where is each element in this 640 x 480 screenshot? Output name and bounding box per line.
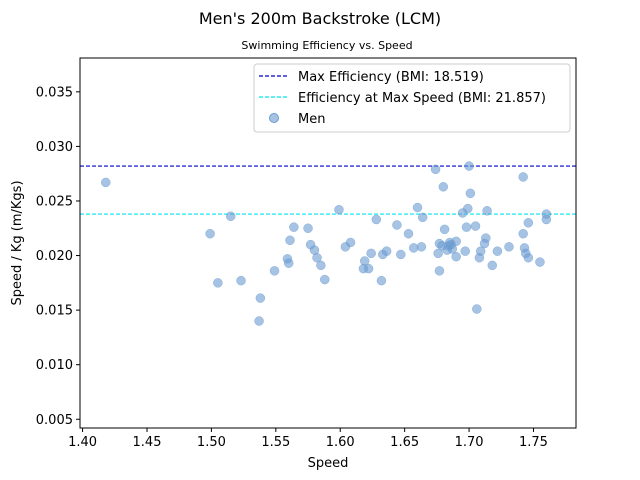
data-point	[463, 203, 473, 214]
data-point	[417, 212, 428, 223]
x-tick-label: 1.75	[519, 435, 548, 450]
data-point	[236, 275, 246, 286]
data-point	[416, 242, 427, 252]
y-tick-label: 0.020	[36, 249, 73, 264]
data-point	[451, 251, 461, 262]
x-tick-label: 1.40	[68, 435, 97, 450]
data-point	[283, 258, 294, 268]
y-axis-label: Speed / Kg (m/Kgs)	[10, 180, 25, 305]
y-tick-label: 0.010	[36, 358, 73, 373]
x-tick-label: 1.50	[197, 435, 226, 450]
data-point	[334, 204, 344, 215]
y-tick-label: 0.025	[36, 194, 73, 209]
y-tick-label: 0.015	[36, 304, 73, 319]
data-point	[482, 206, 492, 216]
data-point	[523, 252, 534, 263]
chart-title: Men's 200m Backstroke (LCM)	[199, 9, 441, 28]
data-point	[396, 249, 406, 260]
data-point	[269, 266, 280, 276]
plot-frame	[79, 57, 577, 429]
data-point	[392, 220, 402, 230]
data-point	[371, 214, 382, 225]
data-point	[460, 246, 470, 256]
data-point	[376, 275, 387, 286]
data-points	[101, 161, 552, 326]
data-point	[412, 202, 423, 213]
data-point	[475, 246, 486, 256]
data-point	[403, 228, 414, 239]
legend-label-efficiency-max-speed: Efficiency at Max Speed (BMI: 21.857)	[298, 91, 546, 106]
data-point	[320, 274, 330, 285]
data-point	[541, 214, 552, 225]
data-point	[205, 228, 215, 239]
data-point	[363, 263, 374, 274]
data-point	[254, 316, 264, 326]
chart-subtitle: Swimming Efficiency vs. Speed	[241, 39, 412, 52]
data-point	[481, 233, 491, 243]
data-point	[523, 218, 534, 228]
data-point	[464, 161, 474, 171]
data-point	[289, 222, 299, 232]
data-point	[303, 223, 313, 234]
data-point	[430, 164, 441, 175]
data-point	[438, 182, 449, 192]
y-tick-label: 0.030	[36, 140, 73, 155]
data-point	[461, 222, 472, 232]
data-point	[447, 244, 458, 254]
y-tick-label: 0.005	[36, 413, 73, 428]
legend-label-max-efficiency: Max Efficiency (BMI: 18.519)	[298, 70, 484, 85]
data-point	[316, 260, 326, 271]
data-point	[285, 235, 295, 246]
data-point	[465, 188, 476, 199]
data-point	[518, 228, 528, 239]
legend-label-men: Men	[298, 112, 325, 127]
data-point	[472, 304, 482, 314]
data-point	[345, 237, 356, 248]
x-tick-label: 1.60	[326, 435, 355, 450]
x-tick-label: 1.65	[390, 435, 419, 450]
data-point	[366, 248, 376, 259]
x-tick-label: 1.45	[133, 435, 162, 450]
data-point	[518, 172, 528, 182]
data-point	[433, 248, 443, 259]
x-tick-label: 1.70	[455, 435, 484, 450]
data-point	[381, 246, 392, 256]
data-point	[439, 224, 450, 235]
reference-lines	[80, 165, 576, 215]
data-point	[255, 293, 266, 303]
data-point	[535, 257, 545, 267]
data-point	[451, 236, 461, 247]
x-axis-label: Speed	[308, 456, 349, 471]
data-point	[213, 278, 223, 288]
data-point	[492, 246, 503, 256]
data-point	[504, 242, 514, 252]
data-point	[470, 221, 481, 231]
data-point	[101, 177, 111, 188]
x-tick-label: 1.55	[261, 435, 290, 450]
data-point	[487, 260, 498, 271]
legend-box	[253, 63, 571, 133]
y-tick-label: 0.035	[36, 85, 73, 100]
data-point	[434, 266, 445, 276]
data-point	[359, 256, 370, 266]
data-point	[312, 252, 322, 263]
legend: Max Efficiency (BMI: 18.519) Efficiency …	[253, 63, 571, 133]
legend-swatch-men	[269, 113, 279, 123]
x-axis-ticks: 1.40 1.45 1.50 1.55 1.60 1.65 1.70 1.75	[68, 428, 548, 450]
data-point	[225, 211, 236, 222]
y-axis-ticks: 0.005 0.010 0.015 0.020 0.025 0.030 0.035	[36, 85, 80, 428]
